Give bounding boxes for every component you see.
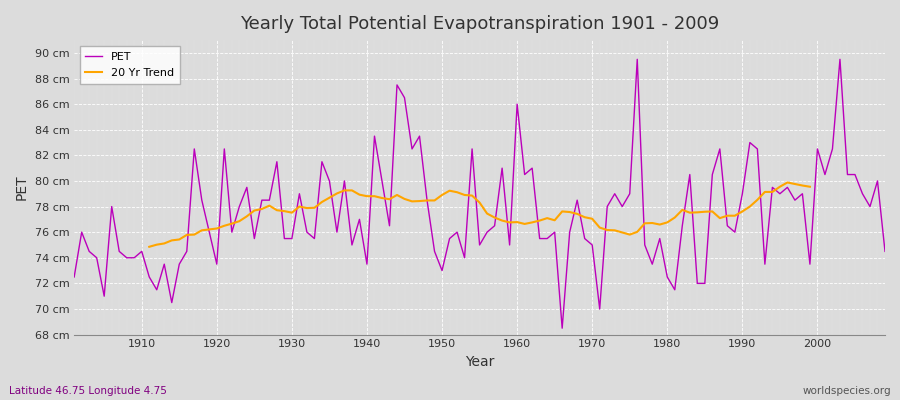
Y-axis label: PET: PET <box>15 174 29 200</box>
PET <box>504 242 515 247</box>
PET <box>609 191 620 196</box>
20 Yr Trend <box>805 184 815 189</box>
Text: worldspecies.org: worldspecies.org <box>803 386 891 396</box>
Line: PET: PET <box>74 59 885 328</box>
X-axis label: Year: Year <box>465 355 494 369</box>
PET <box>339 178 350 183</box>
PET <box>557 326 568 330</box>
20 Yr Trend <box>482 211 492 216</box>
Text: Latitude 46.75 Longitude 4.75: Latitude 46.75 Longitude 4.75 <box>9 386 166 396</box>
Line: 20 Yr Trend: 20 Yr Trend <box>149 182 810 247</box>
20 Yr Trend <box>212 226 222 231</box>
20 Yr Trend <box>729 213 740 218</box>
20 Yr Trend <box>782 180 793 185</box>
PET <box>129 255 140 260</box>
PET <box>294 191 305 196</box>
PET <box>68 274 79 279</box>
PET <box>512 102 523 106</box>
PET <box>632 57 643 62</box>
Legend: PET, 20 Yr Trend: PET, 20 Yr Trend <box>80 46 179 84</box>
20 Yr Trend <box>279 209 290 214</box>
Title: Yearly Total Potential Evapotranspiration 1901 - 2009: Yearly Total Potential Evapotranspiratio… <box>240 15 719 33</box>
PET <box>879 249 890 254</box>
20 Yr Trend <box>399 196 410 201</box>
20 Yr Trend <box>144 244 155 249</box>
20 Yr Trend <box>227 221 238 226</box>
